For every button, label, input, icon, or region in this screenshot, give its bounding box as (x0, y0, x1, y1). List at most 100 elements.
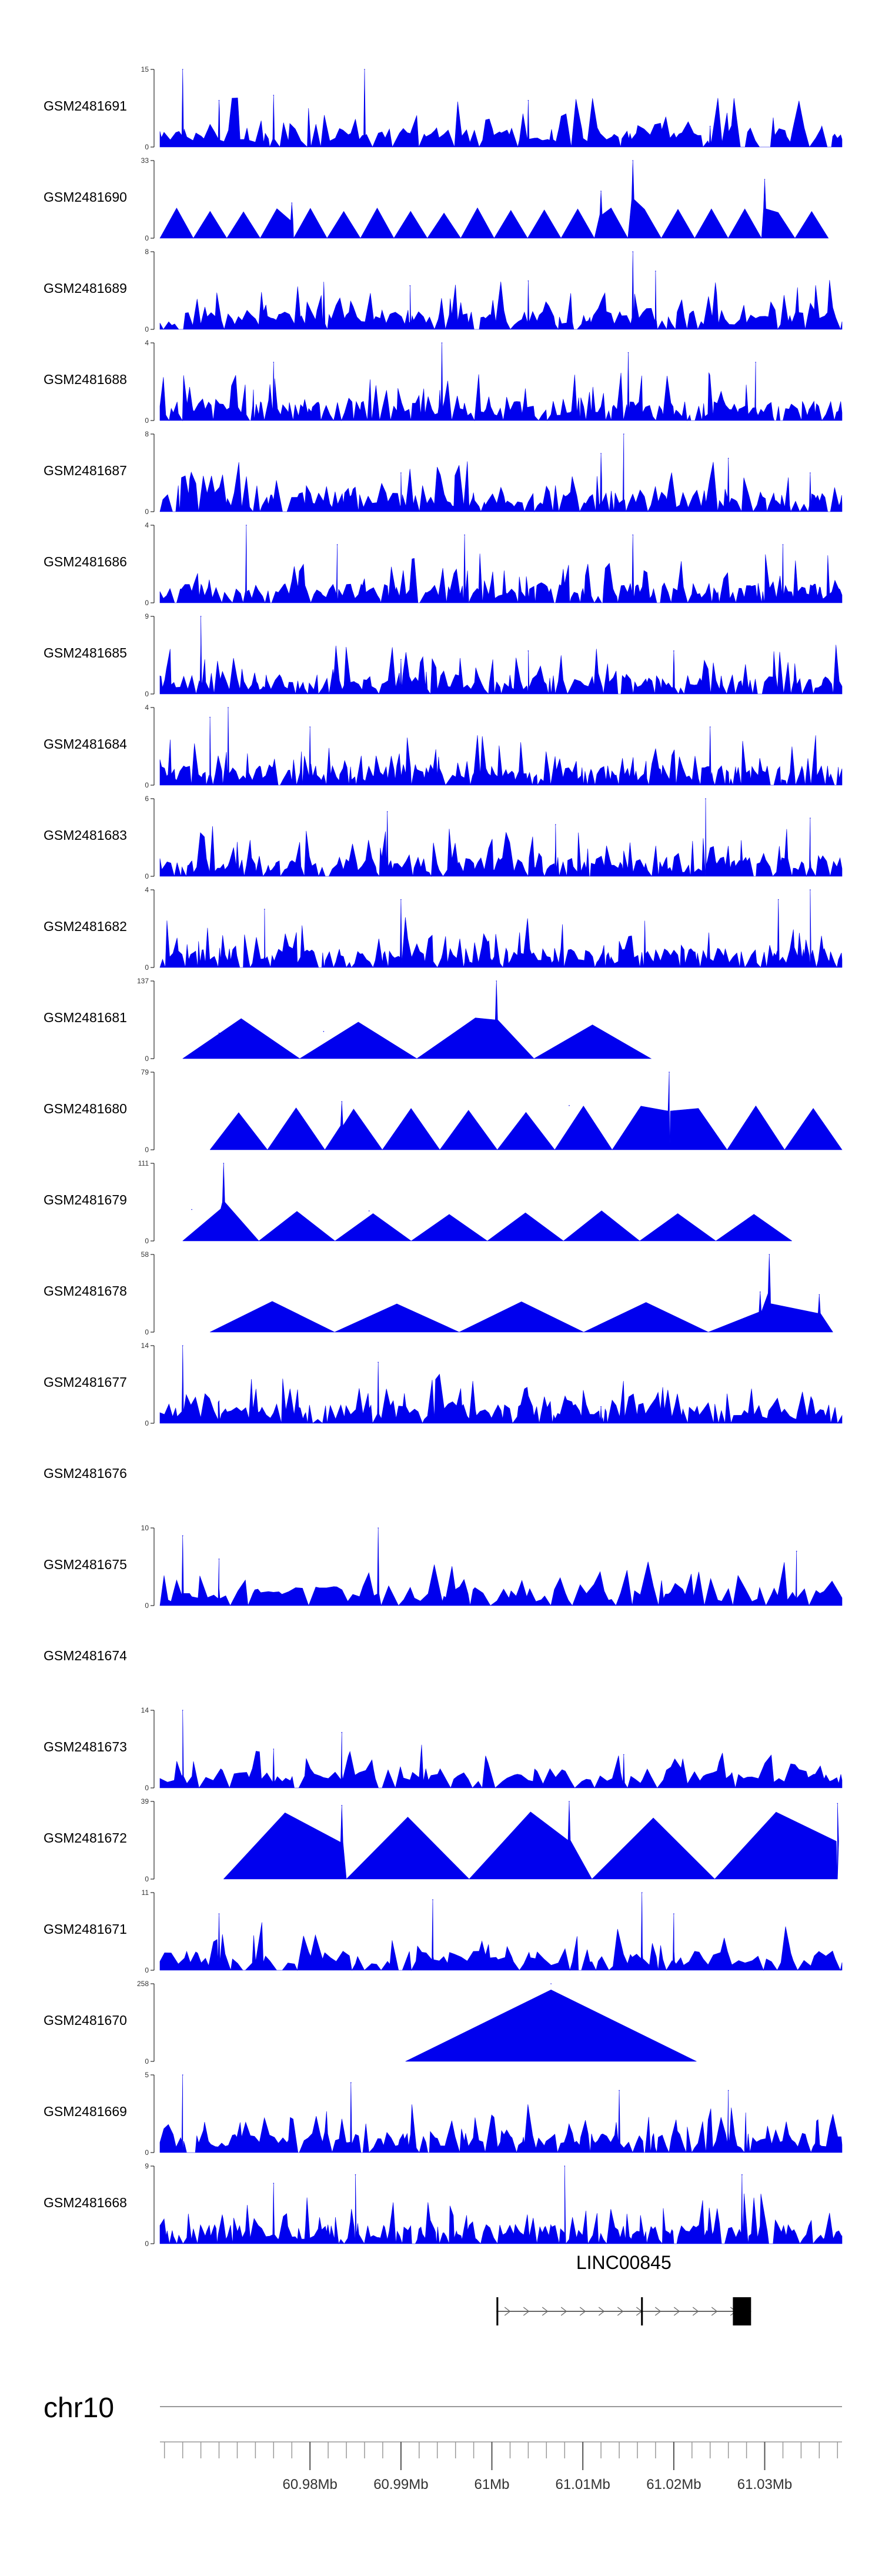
track-label: GSM2481672 (44, 1830, 127, 1846)
signal-area-GSM2481682 (159, 889, 843, 969)
peak-point-2 (755, 362, 756, 363)
peak-point-1 (777, 899, 779, 900)
signal-area-GSM2481677 (159, 1345, 843, 1424)
track-GSM2481685: GSM2481685 9 0 (44, 612, 843, 698)
y-tick-label-max: 4 (145, 521, 149, 529)
peak-point-2 (273, 1749, 275, 1750)
track-label: GSM2481674 (44, 1648, 127, 1663)
track-label: GSM2481688 (44, 372, 127, 387)
peak-point-0 (200, 616, 202, 617)
y-tick-label-max: 4 (145, 886, 149, 894)
chromosome-label: chr10 (44, 2393, 114, 2424)
strand-chevron (673, 2307, 680, 2316)
track-GSM2481682: GSM2481682 4 0 (44, 886, 843, 972)
track-GSM2481676: GSM2481676 (44, 1466, 127, 1481)
y-tick-label-max: 9 (145, 2162, 149, 2170)
track-label: GSM2481680 (44, 1101, 127, 1116)
peak-point-2 (727, 458, 729, 459)
track-label: GSM2481677 (44, 1374, 127, 1390)
genome-axis-track: chr10 60.98Mb 60.99Mb 61Mb 61.01Mb 61.02Mb 61.… (44, 2393, 842, 2492)
y-tick-label-zero: 0 (145, 1146, 149, 1154)
peak-point-1 (627, 352, 629, 353)
x-tick-label: 61.02Mb (646, 2477, 701, 2492)
track-label: GSM2481668 (44, 2195, 127, 2210)
strand-chevron (579, 2307, 586, 2316)
peak-point-2 (218, 100, 220, 101)
x-tick-label: 60.99Mb (373, 2477, 428, 2492)
peak-point-0 (623, 433, 624, 435)
signal-area-GSM2481684 (159, 707, 843, 786)
y-tick-label-max: 4 (145, 703, 149, 712)
track-GSM2481686: GSM2481686 4 0 (44, 521, 843, 607)
peak-point-2 (810, 817, 811, 819)
peak-point-0 (632, 251, 634, 252)
peak-point-3 (409, 285, 411, 286)
peak-point-2 (741, 2174, 743, 2175)
peak-point-3 (273, 95, 275, 96)
y-tick-label-zero: 0 (145, 1328, 149, 1336)
peak-point-5 (709, 126, 711, 127)
track-label: GSM2481678 (44, 1283, 127, 1299)
peak-point-0 (441, 342, 443, 343)
y-tick-label-zero: 0 (145, 143, 149, 151)
strand-chevron (692, 2307, 699, 2316)
x-tick-label: 61Mb (474, 2477, 509, 2492)
y-tick-label-max: 14 (141, 1706, 149, 1714)
peak-point-2 (673, 1913, 674, 1914)
strand-chevron (711, 2307, 718, 2316)
strand-chevron (523, 2307, 530, 2316)
peak-point-0 (564, 2165, 566, 2167)
strand-chevron (598, 2307, 605, 2316)
peak-point-3 (218, 1913, 220, 1914)
y-tick-label-max: 5 (145, 2071, 149, 2079)
y-tick-label-zero: 0 (145, 416, 149, 425)
peak-point-0 (182, 1710, 183, 1711)
track-label: GSM2481689 (44, 281, 127, 296)
signal-area-GSM2481669 (159, 2074, 843, 2154)
signal-area-GSM2481672 (223, 1801, 839, 1880)
y-tick-label-zero: 0 (145, 1784, 149, 1792)
y-tick-label-zero: 0 (145, 963, 149, 972)
y-tick-label-max: 11 (142, 1888, 149, 1897)
strand-chevron (654, 2307, 662, 2316)
peak-point-1 (191, 1209, 192, 1210)
peak-point-3 (400, 659, 402, 660)
y-tick-label-max: 258 (137, 1980, 149, 1988)
y-tick-label-zero: 0 (145, 2057, 149, 2066)
peak-point-0 (569, 1801, 570, 1802)
strand-chevron (560, 2307, 567, 2316)
peak-point-1 (386, 811, 388, 812)
peak-point-0 (496, 980, 497, 982)
peak-point-0 (182, 1345, 183, 1346)
track-label: GSM2481669 (44, 2104, 127, 2119)
peak-point-1 (350, 2082, 352, 2083)
track-GSM2481688: GSM2481688 4 0 (44, 339, 843, 425)
track-label: GSM2481684 (44, 736, 127, 752)
signal-tracks: GSM2481691150GSM2481690330GSM248168980GS… (44, 65, 843, 2248)
track-label: GSM2481686 (44, 554, 127, 569)
track-label: GSM2481691 (44, 98, 127, 114)
y-tick-label-max: 58 (141, 1250, 149, 1259)
peak-point-2 (796, 1550, 797, 1552)
y-tick-label-zero: 0 (145, 1419, 149, 1427)
peak-point-2 (341, 1805, 343, 1806)
gene-exon-1 (641, 2297, 643, 2325)
track-GSM2481672: GSM2481672 39 0 (44, 1797, 839, 1883)
signal-area-GSM2481679 (182, 1163, 793, 1242)
peak-point-1 (632, 534, 634, 536)
peak-point-3 (600, 1406, 602, 1407)
y-tick-label-max: 8 (145, 430, 149, 438)
track-GSM2481673: GSM2481673 14 0 (44, 1706, 843, 1792)
track-GSM2481679: GSM2481679 111 0 (44, 1159, 793, 1245)
y-tick-label-max: 10 (141, 1524, 149, 1532)
peak-point-2 (527, 280, 529, 282)
signal-area-GSM2481689 (159, 251, 843, 331)
signal-area-GSM2481685 (159, 616, 843, 695)
peak-point-1 (364, 69, 365, 70)
peak-point-1 (209, 716, 211, 718)
peak-point-0 (228, 707, 229, 708)
peak-point-4 (527, 100, 529, 101)
peak-point-2 (818, 1294, 820, 1296)
track-label: GSM2481673 (44, 1739, 127, 1754)
signal-area-GSM2481687 (159, 433, 843, 513)
